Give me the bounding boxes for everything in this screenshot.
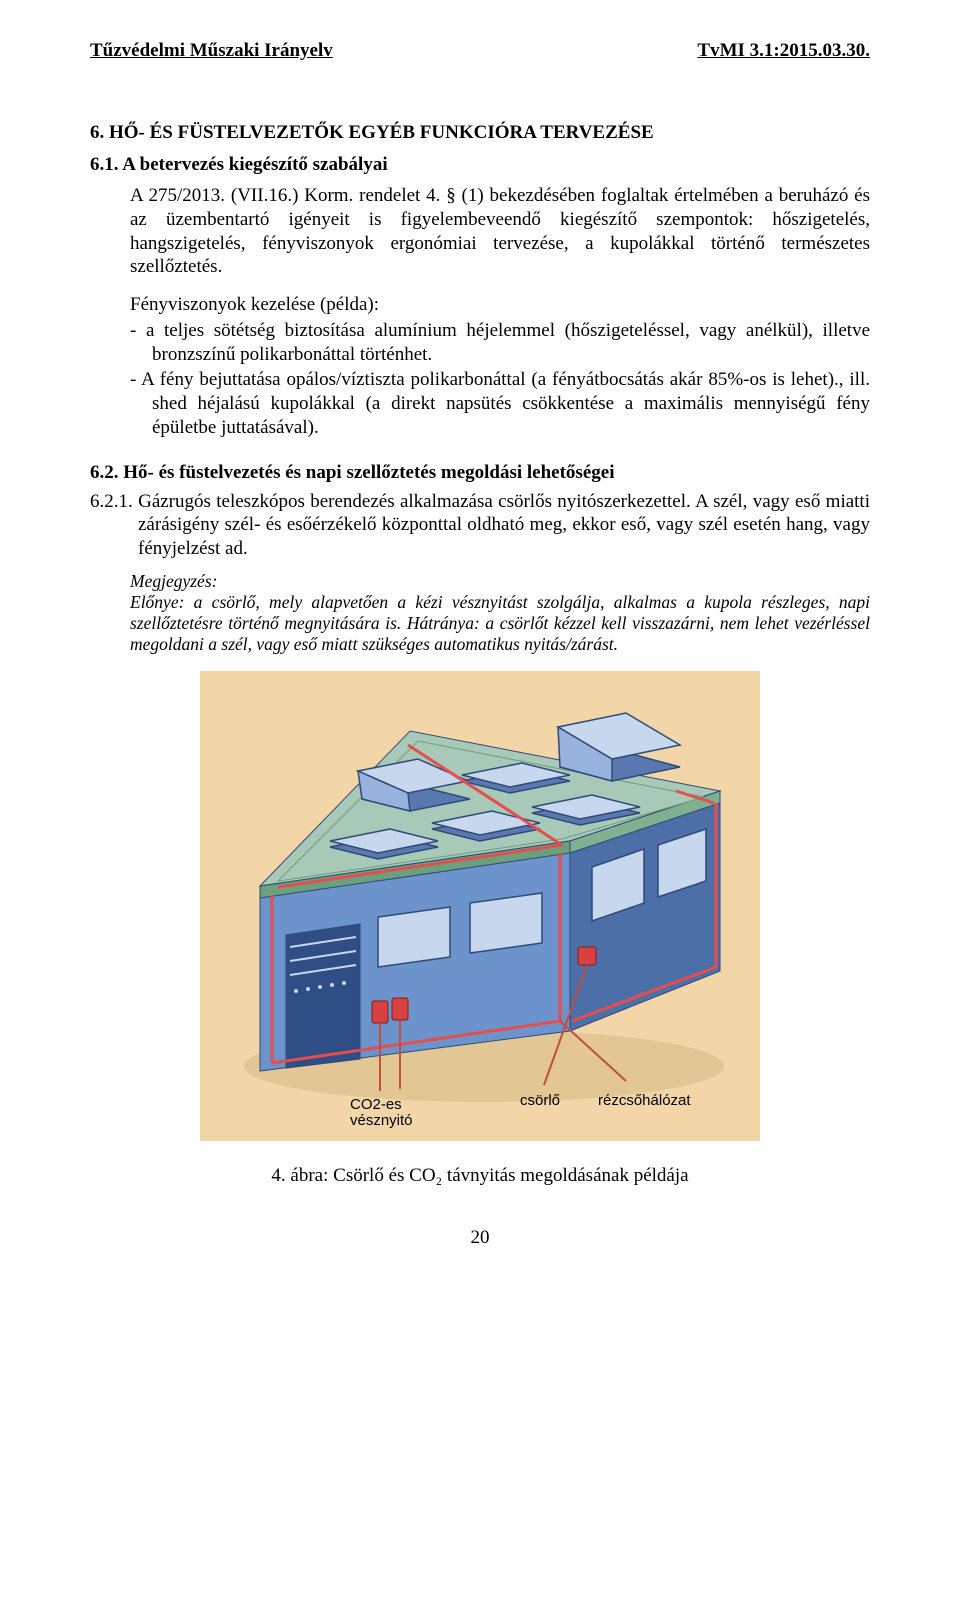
page-number: 20 xyxy=(90,1227,870,1249)
para-6-1-b-lead: Fényviszonyok kezelése (példa): xyxy=(130,293,870,317)
note-body: Előnye: a csörlő, mely alapvetően a kézi… xyxy=(130,592,870,654)
reel-box xyxy=(578,947,596,965)
section-6-title: 6. HŐ- ÉS FÜSTELVEZETŐK EGYÉB FUNKCIÓRA … xyxy=(90,122,870,144)
header-left: Tűzvédelmi Műszaki Irányelv xyxy=(90,40,333,62)
label-copper: rézcsőhálózat xyxy=(598,1092,691,1109)
label-reel: csörlő xyxy=(520,1092,560,1109)
section-6-1-title: 6.1. A betervezés kiegészítő szabályai xyxy=(90,154,870,176)
list-item: a teljes sötétség biztosítása alumínium … xyxy=(130,319,870,367)
figure-4-svg: CO2-es vésznyitó csörlő rézcsőhálózat xyxy=(200,671,760,1141)
label-co2: CO2-es vésznyitó xyxy=(350,1096,413,1129)
figure-4: CO2-es vésznyitó csörlő rézcsőhálózat xyxy=(90,671,870,1141)
para-6-2-1: 6.2.1. Gázrugós teleszkópos berendezés a… xyxy=(90,490,870,561)
note-block: Megjegyzés: Előnye: a csörlő, mely alapv… xyxy=(130,571,870,655)
section-6-2-title: 6.2. Hő- és füstelvezetés és napi szellő… xyxy=(90,462,870,484)
para-6-1-a: A 275/2013. (VII.16.) Korm. rendelet 4. … xyxy=(130,184,870,279)
para-6-1-b-list: a teljes sötétség biztosítása alumínium … xyxy=(130,319,870,440)
list-item: A fény bejuttatása opálos/víztiszta poli… xyxy=(130,368,870,439)
header-right: TvMI 3.1:2015.03.30. xyxy=(697,40,870,62)
garage-door xyxy=(286,924,360,1068)
figure-4-caption: 4. ábra: Csörlő és CO₂ távnyitás megoldá… xyxy=(90,1165,870,1187)
note-title: Megjegyzés: xyxy=(130,571,217,591)
